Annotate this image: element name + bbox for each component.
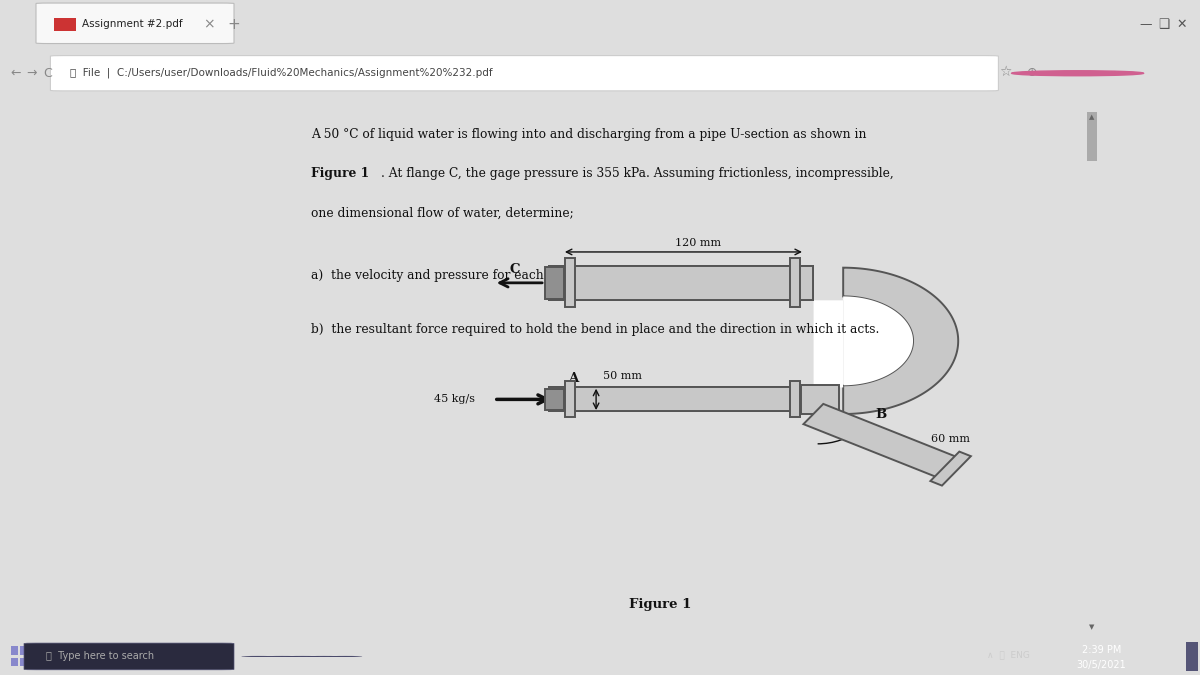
Circle shape xyxy=(307,656,341,657)
Bar xyxy=(1087,112,1097,161)
Bar xyxy=(790,259,799,307)
Text: 60 mm: 60 mm xyxy=(931,433,971,443)
Text: 58°: 58° xyxy=(852,437,871,448)
Circle shape xyxy=(265,656,299,657)
Text: ▼: ▼ xyxy=(1090,624,1094,630)
Bar xyxy=(11,647,18,655)
Text: a)  the velocity and pressure for each flange: a) the velocity and pressure for each fl… xyxy=(311,269,586,281)
FancyBboxPatch shape xyxy=(36,3,234,44)
Bar xyxy=(1186,641,1198,671)
Bar xyxy=(564,259,575,307)
Text: ⓘ  File  |  C:/Users/user/Downloads/Fluid%20Mechanics/Assignment%20%232.pdf: ⓘ File | C:/Users/user/Downloads/Fluid%2… xyxy=(70,67,492,78)
Text: A: A xyxy=(568,373,578,385)
Text: 2:39 PM: 2:39 PM xyxy=(1082,645,1121,655)
Text: →: → xyxy=(26,67,36,80)
Bar xyxy=(54,18,76,32)
Text: one dimensional flow of water, determine;: one dimensional flow of water, determine… xyxy=(311,207,574,219)
Circle shape xyxy=(286,656,319,657)
Bar xyxy=(11,657,18,666)
Text: ☆: ☆ xyxy=(1000,65,1012,80)
Text: . At flange C, the gage pressure is 355 kPa. Assuming frictionless, incompressib: . At flange C, the gage pressure is 355 … xyxy=(380,167,893,180)
Text: ←: ← xyxy=(11,67,20,80)
Text: Figure 1: Figure 1 xyxy=(311,167,368,180)
Text: 30/5/2021: 30/5/2021 xyxy=(1076,659,1127,670)
Polygon shape xyxy=(814,296,913,387)
Polygon shape xyxy=(930,452,971,485)
FancyBboxPatch shape xyxy=(24,643,234,670)
Text: b)  the resultant force required to hold the bend in place and the direction in : b) the resultant force required to hold … xyxy=(311,323,880,336)
Circle shape xyxy=(329,656,362,657)
Text: +: + xyxy=(228,17,240,32)
Bar xyxy=(550,265,814,300)
Circle shape xyxy=(241,656,275,657)
Text: 45 kg/s: 45 kg/s xyxy=(434,394,475,404)
Text: A 50 °C of liquid water is flowing into and discharging from a pipe U-section as: A 50 °C of liquid water is flowing into … xyxy=(311,128,866,141)
Polygon shape xyxy=(844,268,958,414)
Polygon shape xyxy=(814,300,844,387)
Text: ⊕: ⊕ xyxy=(1027,66,1037,79)
Text: Assignment #2.pdf: Assignment #2.pdf xyxy=(82,20,182,29)
Text: ···: ··· xyxy=(1110,66,1122,79)
Bar xyxy=(564,381,575,417)
Bar xyxy=(550,387,814,411)
Text: —: — xyxy=(1140,18,1152,31)
Bar xyxy=(550,265,814,300)
Polygon shape xyxy=(800,385,839,414)
Text: Figure 1: Figure 1 xyxy=(629,598,691,611)
Text: C: C xyxy=(510,263,521,276)
Bar xyxy=(550,387,814,411)
Bar xyxy=(790,381,799,417)
Text: ❑: ❑ xyxy=(1158,18,1170,31)
Text: ✕: ✕ xyxy=(1177,18,1187,31)
Bar xyxy=(20,647,28,655)
Text: ▲: ▲ xyxy=(1090,115,1094,121)
Bar xyxy=(10,645,31,668)
Circle shape xyxy=(1012,71,1144,76)
Text: 50 mm: 50 mm xyxy=(602,371,642,381)
Bar xyxy=(545,267,564,298)
Text: ×: × xyxy=(203,18,215,31)
Polygon shape xyxy=(804,404,960,479)
Text: B: B xyxy=(875,408,887,421)
Text: ∧  🔊  ENG: ∧ 🔊 ENG xyxy=(986,650,1030,659)
Text: C: C xyxy=(43,67,53,80)
Text: 🔍  Type here to search: 🔍 Type here to search xyxy=(46,651,154,662)
Bar xyxy=(545,389,564,410)
FancyBboxPatch shape xyxy=(50,55,998,91)
Text: 120 mm: 120 mm xyxy=(676,238,721,248)
Bar xyxy=(20,657,28,666)
